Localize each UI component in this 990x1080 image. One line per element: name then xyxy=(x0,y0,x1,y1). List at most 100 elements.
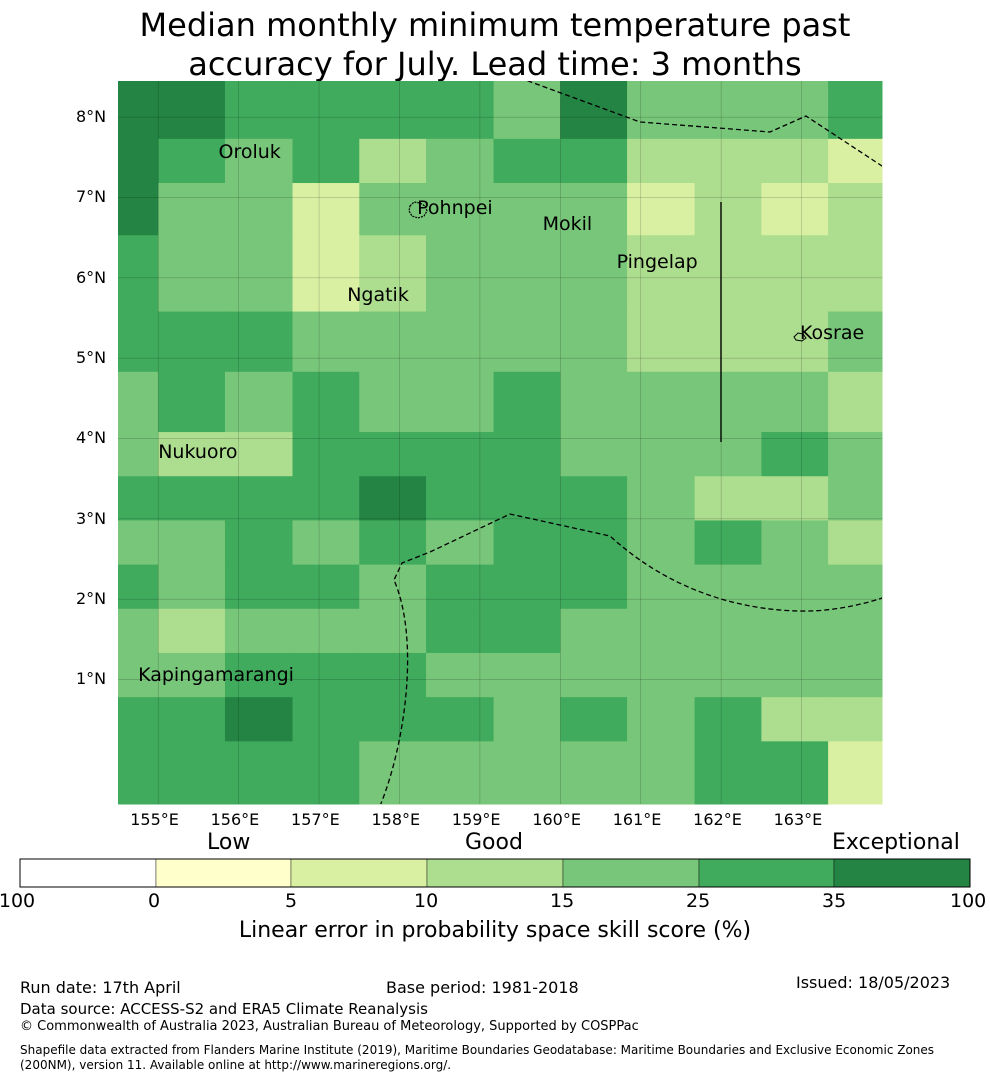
skill-cell xyxy=(627,138,696,184)
skill-cell xyxy=(627,432,696,477)
skill-cell xyxy=(627,564,696,610)
skill-cell xyxy=(828,432,883,477)
shapefile-credit-line1: Shapefile data extracted from Flanders M… xyxy=(20,1043,935,1057)
skill-cell xyxy=(627,697,696,742)
skill-cell xyxy=(224,564,294,610)
skill-cell xyxy=(426,608,495,654)
skill-cell xyxy=(426,520,495,566)
skill-cell xyxy=(158,371,226,433)
skill-cell xyxy=(158,697,226,742)
skill-cell xyxy=(828,235,883,313)
skill-cell xyxy=(158,741,226,805)
lat-tick-label: 1°N xyxy=(76,669,107,689)
skill-cell xyxy=(292,432,360,477)
skill-cell xyxy=(426,311,495,373)
skill-cell xyxy=(761,476,829,521)
island-label: Pingelap xyxy=(616,250,698,273)
skill-cell xyxy=(292,741,360,805)
skill-cell xyxy=(694,81,762,140)
skill-cell xyxy=(828,520,883,566)
skill-cell xyxy=(359,652,427,698)
colorbar-tick: 0 xyxy=(148,890,161,912)
skill-cell xyxy=(224,138,294,184)
island-label: Kosrae xyxy=(799,322,865,345)
skill-cell xyxy=(359,183,427,236)
skill-cell xyxy=(694,235,762,313)
island-label: Pohnpei xyxy=(417,197,493,220)
skill-cell xyxy=(694,608,762,654)
skill-cell xyxy=(224,81,294,140)
skill-cell xyxy=(694,476,762,521)
issued-date: Issued: 18/05/2023 xyxy=(796,973,951,992)
lon-tick-label: 161°E xyxy=(612,810,662,829)
skill-cell xyxy=(560,652,628,698)
lon-tick-label: 162°E xyxy=(693,810,742,829)
skill-cell xyxy=(560,371,628,433)
skill-cell xyxy=(761,697,829,742)
lat-tick-label: 2°N xyxy=(76,589,107,609)
skill-cell xyxy=(292,138,360,184)
skill-cell xyxy=(359,235,427,313)
skill-cell xyxy=(761,371,829,433)
skill-cell xyxy=(560,432,628,477)
skill-cell xyxy=(560,741,628,805)
skill-cell xyxy=(694,311,762,373)
skill-cell xyxy=(158,652,226,698)
skill-cell xyxy=(560,81,628,140)
skill-cell xyxy=(118,697,159,742)
skill-cell xyxy=(426,432,495,477)
lon-tick-label: 159°E xyxy=(451,810,501,829)
skill-cell xyxy=(828,564,883,610)
lat-tick-label: 3°N xyxy=(76,508,107,528)
eez-boundary-south xyxy=(380,513,882,804)
skill-cell xyxy=(828,311,883,373)
skill-cell xyxy=(158,476,226,521)
colorbar-tick: -100 xyxy=(0,890,36,912)
skill-cell xyxy=(426,138,495,184)
lat-tick-label: 4°N xyxy=(76,428,107,448)
skill-cell xyxy=(118,652,159,698)
skill-cell xyxy=(828,371,883,433)
skill-cell xyxy=(493,235,561,313)
lon-tick-label: 163°E xyxy=(773,810,823,829)
skill-cell xyxy=(493,741,561,805)
skill-cell xyxy=(761,520,829,566)
lat-tick-label: 6°N xyxy=(76,267,107,287)
skill-cell xyxy=(560,520,628,566)
eez-boundaries xyxy=(380,81,882,804)
skill-cell xyxy=(828,183,883,236)
skill-cell xyxy=(560,476,628,521)
skill-cell xyxy=(158,235,226,313)
skill-cell xyxy=(292,652,360,698)
skill-cell xyxy=(627,235,696,313)
skill-cell xyxy=(158,520,226,566)
skill-cell xyxy=(828,741,883,805)
skill-cell xyxy=(224,432,294,477)
skill-cell xyxy=(224,741,294,805)
skill-cell xyxy=(359,476,427,521)
skill-cell xyxy=(828,697,883,742)
skill-cell xyxy=(493,183,561,236)
skill-cell xyxy=(118,183,159,236)
skill-cell xyxy=(493,311,561,373)
skill-cell xyxy=(118,371,159,433)
skill-cell xyxy=(761,608,829,654)
skill-cell xyxy=(359,520,427,566)
skill-cell xyxy=(426,235,495,313)
skill-cell xyxy=(359,432,427,477)
skill-cell xyxy=(493,697,561,742)
skill-cell xyxy=(359,697,427,742)
skill-cell xyxy=(292,608,360,654)
skill-cell xyxy=(426,697,495,742)
skill-cell xyxy=(694,652,762,698)
colorbar-tick: 15 xyxy=(550,890,575,912)
skill-cell xyxy=(627,81,696,140)
lon-tick-label: 157°E xyxy=(291,810,340,829)
skill-cell xyxy=(828,138,883,184)
colorbar-frame xyxy=(19,858,971,888)
skill-cell xyxy=(118,608,159,654)
skill-cell xyxy=(224,371,294,433)
skill-cell xyxy=(694,520,762,566)
skill-cell xyxy=(359,138,427,184)
skill-cell xyxy=(292,81,360,140)
